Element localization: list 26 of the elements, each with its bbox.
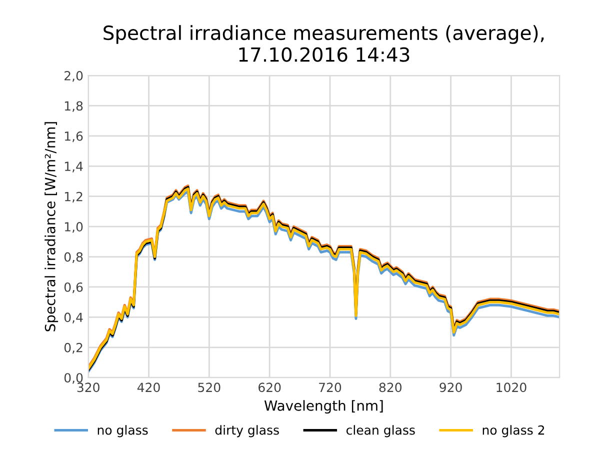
y-tick-label: 1,8 — [64, 101, 83, 112]
x-tick-label: 620 — [258, 382, 281, 392]
y-tick-label: 1,4 — [64, 162, 83, 172]
x-tick-label: 920 — [440, 382, 462, 392]
y-tick-label: 0,8 — [64, 252, 83, 263]
x-axis-title: Wavelength [nm] — [264, 400, 383, 414]
legend-label: no glass — [98, 425, 148, 438]
y-tick-label: 2,0 — [64, 70, 83, 82]
legend-label: no glass 2 — [482, 425, 544, 438]
y-axis-title: Spectral irradiance [W/m²/nm] — [44, 122, 58, 332]
x-tick-label: 420 — [137, 382, 160, 392]
y-tick-label: 0,4 — [64, 312, 83, 324]
chart-title: Spectral irradiance measurements (average), 17.10.2016 14:43 — [104, 25, 544, 62]
y-tick-label: 0,0 — [64, 373, 83, 384]
x-tick-label: 520 — [198, 382, 220, 392]
x-tick-label: 1020 — [496, 382, 526, 392]
y-tick-label: 1,0 — [64, 222, 83, 233]
y-tick-label: 0,2 — [64, 342, 82, 354]
legend-label: dirty glass — [215, 425, 279, 438]
x-tick-label: 320 — [77, 382, 100, 392]
x-tick-label: 720 — [319, 382, 342, 392]
y-tick-label: 1,6 — [64, 131, 83, 142]
y-tick-label: 1,2 — [64, 192, 82, 203]
x-tick-label: 820 — [379, 382, 402, 392]
y-tick-label: 0,6 — [64, 282, 83, 294]
legend-label: clean glass — [346, 425, 415, 438]
